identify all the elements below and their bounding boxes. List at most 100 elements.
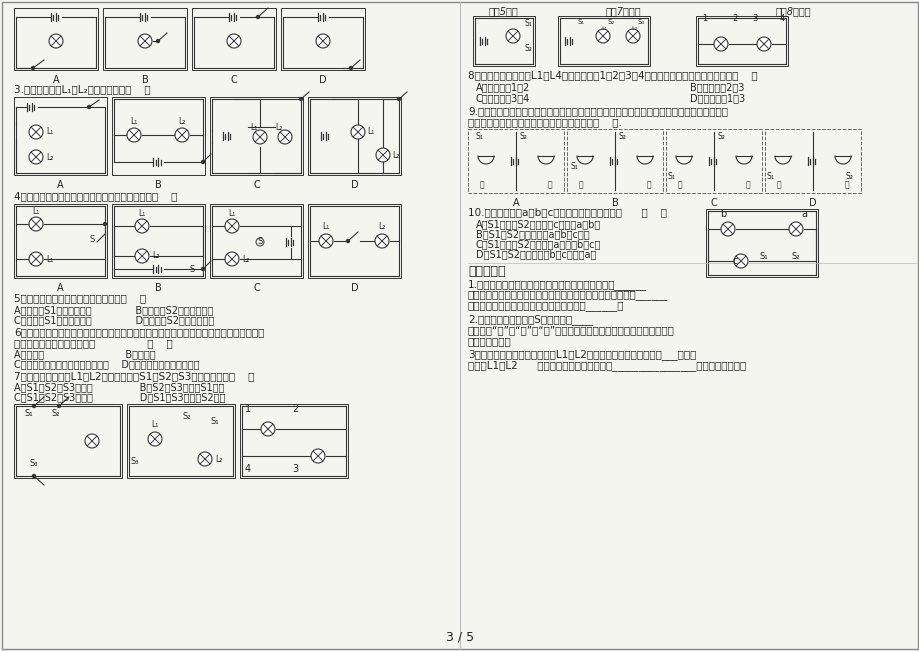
Circle shape	[625, 29, 640, 43]
Text: L₁: L₁	[46, 128, 53, 137]
Text: S₁: S₁	[475, 132, 483, 141]
Circle shape	[57, 404, 61, 408]
Text: 10.如图电路中，a、b、c是三只相同的小灯泡，则      （    ）: 10.如图电路中，a、b、c是三只相同的小灯泡，则 （ ）	[468, 207, 666, 217]
Text: 甲: 甲	[479, 180, 483, 189]
Text: 2.如图所示，闭合开关S，电路将是____: 2.如图所示，闭合开关S，电路将是____	[468, 314, 593, 325]
Text: C: C	[231, 75, 237, 85]
Text: L₁: L₁	[152, 420, 158, 429]
Circle shape	[32, 475, 36, 477]
Bar	[112, 204, 205, 278]
Bar	[308, 204, 401, 278]
Text: L₁: L₁	[250, 122, 257, 132]
Circle shape	[32, 404, 36, 408]
Circle shape	[253, 130, 267, 144]
Text: 路（选填“开”、“短”或“通”）。要使电路中的两灯串联，则应拆除导线: 路（选填“开”、“短”或“通”）。要使电路中的两灯串联，则应拆除导线	[468, 325, 675, 335]
Text: B．S1、S2都闭合时，a、b、c都亮: B．S1、S2都闭合时，a、b、c都亮	[475, 229, 589, 239]
Text: L₂: L₂	[630, 26, 636, 31]
Text: L₂: L₂	[391, 150, 399, 159]
Circle shape	[225, 219, 239, 233]
Bar	[14, 97, 107, 175]
Bar	[127, 404, 234, 478]
Text: L₂: L₂	[275, 122, 282, 132]
Text: S₂: S₂	[519, 132, 528, 141]
Circle shape	[346, 240, 349, 243]
Bar	[665, 129, 761, 193]
Text: 1: 1	[244, 404, 251, 414]
Circle shape	[201, 161, 204, 163]
Text: 光，根据这些现象判断路灯是                （    ）: 光，根据这些现象判断路灯是 （ ）	[14, 338, 173, 348]
Text: L₂: L₂	[46, 152, 53, 161]
Circle shape	[135, 219, 149, 233]
Text: B: B	[611, 198, 618, 208]
Text: S₂: S₂	[618, 132, 626, 141]
Text: A: A	[57, 180, 63, 190]
Text: D．S1、S2都断开时，b、c不亮，a亮: D．S1、S2都断开时，b、c不亮，a亮	[475, 249, 596, 259]
Bar	[468, 129, 563, 193]
Text: 甲: 甲	[776, 180, 780, 189]
Text: 6．马路上的灯总是一齐亮，一齐灭，如果它们其中一盏灯的灯丝断了，其它灯仍能正常发: 6．马路上的灯总是一齐亮，一齐灭，如果它们其中一盏灯的灯丝断了，其它灯仍能正常发	[14, 327, 264, 337]
Circle shape	[315, 34, 330, 48]
Text: 正常工作；并联电路中，如果其中有一只灯泡坏了，其他灯泡______: 正常工作；并联电路中，如果其中有一只灯泡坏了，其他灯泡______	[468, 290, 667, 300]
Circle shape	[87, 105, 90, 109]
Text: b: b	[720, 209, 725, 219]
Text: S: S	[89, 235, 95, 244]
Circle shape	[256, 16, 259, 18]
Text: 9.为了相互传呼方便，在甲、乙两个办公室各装了一个电铃，要使任何一方按开关，都只能使: 9.为了相互传呼方便，在甲、乙两个办公室各装了一个电铃，要使任何一方按开关，都只…	[468, 106, 727, 116]
Text: L₂: L₂	[242, 255, 249, 264]
Text: A．S1、S2、S3均闭合               B．S2、S3断开，S1闭合: A．S1、S2、S3均闭合 B．S2、S3断开，S1闭合	[14, 382, 224, 392]
Text: 3 / 5: 3 / 5	[446, 631, 473, 644]
Text: C．S1、S2、S3均断开               D．S1、S3断开，S2闭合: C．S1、S2、S3均断开 D．S1、S3断开，S2闭合	[14, 392, 225, 402]
Text: （第8题图）: （第8题图）	[775, 6, 810, 16]
Circle shape	[311, 449, 324, 463]
Text: D: D	[350, 180, 357, 190]
Text: S₂: S₂	[607, 19, 615, 25]
Circle shape	[227, 34, 241, 48]
Bar	[112, 97, 205, 175]
Text: 乙: 乙	[745, 180, 750, 189]
Text: D．只需连接1和3: D．只需连接1和3	[689, 93, 744, 103]
Text: S₁: S₁	[759, 252, 767, 261]
Text: A．S1断开，S2闭合时，c不亮，a、b亮: A．S1断开，S2闭合时，c不亮，a、b亮	[475, 219, 601, 229]
Text: S₂: S₂	[845, 172, 853, 181]
Text: A: A	[52, 75, 59, 85]
Circle shape	[225, 252, 239, 266]
Text: 。: 。	[468, 336, 511, 346]
Circle shape	[596, 29, 609, 43]
Circle shape	[148, 432, 162, 446]
Circle shape	[375, 234, 389, 248]
Bar	[705, 209, 817, 277]
Text: D: D	[809, 198, 816, 208]
Text: S₂: S₂	[183, 412, 191, 421]
Bar	[308, 97, 401, 175]
Text: L₂: L₂	[152, 251, 159, 260]
Text: 二、填空题: 二、填空题	[468, 265, 505, 278]
Circle shape	[127, 128, 141, 142]
Text: C: C	[253, 180, 259, 190]
Circle shape	[103, 223, 107, 225]
Circle shape	[505, 29, 519, 43]
Circle shape	[720, 222, 734, 236]
Text: B: B	[155, 283, 162, 293]
Text: S₁: S₁	[571, 162, 578, 171]
Text: S₃: S₃	[637, 19, 644, 25]
Text: 7．如图所示，要使L1、L2串联，则开关S1、S2、S3的断闭情况是（    ）: 7．如图所示，要使L1、L2串联，则开关S1、S2、S3的断闭情况是（ ）	[14, 371, 254, 381]
Text: S₂: S₂	[791, 252, 800, 261]
Circle shape	[261, 422, 275, 436]
Circle shape	[31, 66, 35, 70]
Circle shape	[135, 249, 149, 263]
Bar	[240, 404, 347, 478]
Text: D: D	[319, 75, 326, 85]
Text: 4: 4	[779, 14, 785, 23]
Text: S₃: S₃	[29, 459, 39, 468]
Text: 4: 4	[244, 464, 251, 474]
Bar	[696, 16, 788, 66]
Text: A．只需连接1和2: A．只需连接1和2	[475, 82, 529, 92]
Text: 3.如下图所示，L₁与L₂属于串联的是（    ）: 3.如下图所示，L₁与L₂属于串联的是（ ）	[14, 84, 151, 94]
Text: L₁: L₁	[600, 26, 607, 31]
Text: 乙: 乙	[547, 180, 551, 189]
Text: S₁: S₁	[766, 172, 774, 181]
Bar	[210, 97, 302, 175]
Text: 2: 2	[291, 404, 298, 414]
Text: L₂: L₂	[215, 454, 222, 464]
Text: L₁: L₁	[322, 222, 329, 231]
